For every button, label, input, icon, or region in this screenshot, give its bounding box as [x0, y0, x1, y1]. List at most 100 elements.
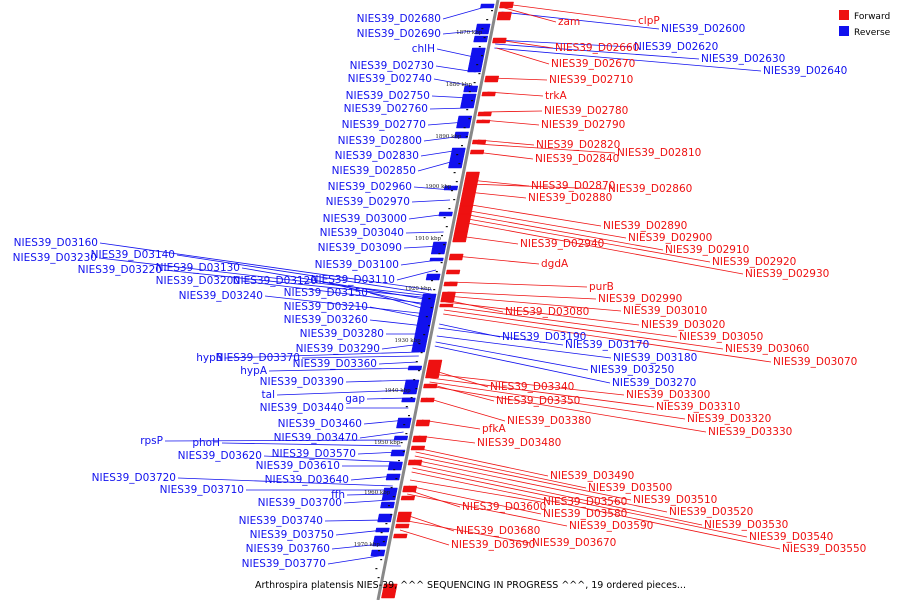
reverse-gene-label-nies39-d03470[interactable]: NIES39_D03470	[274, 432, 358, 444]
reverse-gene-label-nies39-d03460[interactable]: NIES39_D03460	[278, 418, 362, 430]
reverse-gene-label-nies39-d03360[interactable]: NIES39_D03360	[293, 358, 377, 370]
reverse-gene-label-nies39-d03290[interactable]: NIES39_D03290	[296, 343, 380, 355]
forward-gene-label-nies39-d03560[interactable]: NIES39_D03560	[543, 496, 627, 508]
reverse-gene-label-nies39-d02630[interactable]: NIES39_D02630	[701, 53, 785, 65]
reverse-gene-label-nies39-d02620[interactable]: NIES39_D02620	[634, 41, 718, 53]
reverse-gene-label-nies39-d03220[interactable]: NIES39_D03220	[78, 264, 162, 276]
forward-gene-label-nies39-d03080[interactable]: NIES39_D03080	[505, 306, 589, 318]
reverse-gene-label-nies39-d02850[interactable]: NIES39_D02850	[332, 165, 416, 177]
reverse-gene-label-nies39-d02760[interactable]: NIES39_D02760	[344, 103, 428, 115]
reverse-gene-label-nies39-d03750[interactable]: NIES39_D03750	[250, 529, 334, 541]
reverse-gene-label-nies39-d02770[interactable]: NIES39_D02770	[342, 119, 426, 131]
forward-gene-label-nies39-d03690[interactable]: NIES39_D03690	[451, 539, 535, 551]
reverse-gene-label-ffh[interactable]: ffh	[331, 489, 345, 501]
forward-gene-label-nies39-d03350[interactable]: NIES39_D03350	[496, 395, 580, 407]
forward-gene-label-nies39-d03480[interactable]: NIES39_D03480	[477, 437, 561, 449]
reverse-gene-label-hypa[interactable]: hypA	[240, 365, 268, 377]
reverse-gene-label-nies39-d03130[interactable]: NIES39_D03130	[156, 262, 240, 274]
forward-gene-label-nies39-d03490[interactable]: NIES39_D03490	[550, 470, 634, 482]
reverse-gene-label-nies39-d02750[interactable]: NIES39_D02750	[346, 90, 430, 102]
forward-gene-label-nies39-d03320[interactable]: NIES39_D03320	[687, 413, 771, 425]
reverse-gene-label-nies39-d03620[interactable]: NIES39_D03620	[178, 450, 262, 462]
forward-gene-label-nies39-d03580[interactable]: NIES39_D03580	[543, 508, 627, 520]
reverse-gene-label-rpsp[interactable]: rpsP	[140, 435, 163, 447]
reverse-gene-label-nies39-d03270[interactable]: NIES39_D03270	[612, 377, 696, 389]
forward-gene-label-nies39-d02710[interactable]: NIES39_D02710	[549, 74, 633, 86]
forward-gene-label-nies39-d03010[interactable]: NIES39_D03010	[623, 305, 707, 317]
forward-gene-label-nies39-d02880[interactable]: NIES39_D02880	[528, 192, 612, 204]
forward-gene-label-nies39-d02940[interactable]: NIES39_D02940	[520, 238, 604, 250]
reverse-gene-label-nies39-d03200[interactable]: NIES39_D03200	[156, 275, 240, 287]
reverse-gene-label-tal[interactable]: tal	[262, 389, 275, 401]
reverse-gene-label-nies39-d02690[interactable]: NIES39_D02690	[357, 28, 441, 40]
reverse-gene-label-nies39-d03440[interactable]: NIES39_D03440	[260, 402, 344, 414]
reverse-gene-label-nies39-d03100[interactable]: NIES39_D03100	[315, 259, 399, 271]
reverse-gene-label-nies39-d03140[interactable]: NIES39_D03140	[91, 249, 175, 261]
forward-gene-label-nies39-d02790[interactable]: NIES39_D02790	[541, 119, 625, 131]
forward-gene-label-nies39-d03300[interactable]: NIES39_D03300	[626, 389, 710, 401]
forward-gene-label-nies39-d02920[interactable]: NIES39_D02920	[712, 256, 796, 268]
reverse-gene-label-nies39-d03370[interactable]: NIES39_D03370	[216, 352, 300, 364]
reverse-gene-label-nies39-d02830[interactable]: NIES39_D02830	[335, 150, 419, 162]
forward-gene-label-nies39-d03550[interactable]: NIES39_D03550	[782, 543, 866, 555]
forward-gene-label-nies39-d03060[interactable]: NIES39_D03060	[725, 343, 809, 355]
reverse-gene-label-nies39-d03240[interactable]: NIES39_D03240	[179, 290, 263, 302]
forward-gene-label-nies39-d03590[interactable]: NIES39_D03590	[569, 520, 653, 532]
forward-gene-label-nies39-d02910[interactable]: NIES39_D02910	[665, 244, 749, 256]
reverse-gene-label-nies39-d03570[interactable]: NIES39_D03570	[272, 448, 356, 460]
reverse-gene-label-chlh[interactable]: chlH	[412, 43, 435, 55]
forward-gene-label-nies39-d03330[interactable]: NIES39_D03330	[708, 426, 792, 438]
reverse-gene-label-nies39-d02640[interactable]: NIES39_D02640	[763, 65, 847, 77]
reverse-gene-label-nies39-d03000[interactable]: NIES39_D03000	[323, 213, 407, 225]
forward-gene-label-nies39-d03520[interactable]: NIES39_D03520	[669, 506, 753, 518]
forward-gene-label-nies39-d03510[interactable]: NIES39_D03510	[633, 494, 717, 506]
reverse-gene-label-nies39-d02600[interactable]: NIES39_D02600	[661, 23, 745, 35]
forward-gene-label-dgda[interactable]: dgdA	[541, 258, 569, 270]
forward-gene-label-nies39-d02660[interactable]: NIES39_D02660	[555, 42, 639, 54]
reverse-gene-label-nies39-d02730[interactable]: NIES39_D02730	[350, 60, 434, 72]
forward-gene-label-nies39-d02930[interactable]: NIES39_D02930	[745, 268, 829, 280]
reverse-gene-label-nies39-d03040[interactable]: NIES39_D03040	[320, 227, 404, 239]
reverse-gene-label-nies39-d03180[interactable]: NIES39_D03180	[613, 352, 697, 364]
reverse-gene-label-nies39-d03770[interactable]: NIES39_D03770	[242, 558, 326, 570]
reverse-gene-label-nies39-d03250[interactable]: NIES39_D03250	[590, 364, 674, 376]
forward-gene-label-nies39-d03380[interactable]: NIES39_D03380	[507, 415, 591, 427]
forward-gene-label-nies39-d02810[interactable]: NIES39_D02810	[617, 147, 701, 159]
forward-gene-label-nies39-d03500[interactable]: NIES39_D03500	[588, 482, 672, 494]
reverse-gene-label-nies39-d02800[interactable]: NIES39_D02800	[338, 135, 422, 147]
forward-gene-label-nies39-d02870[interactable]: NIES39_D02870	[531, 180, 615, 192]
forward-gene-label-trka[interactable]: trkA	[545, 90, 568, 102]
forward-gene-label-zam[interactable]: zam	[558, 16, 580, 28]
forward-gene-label-nies39-d03050[interactable]: NIES39_D03050	[679, 331, 763, 343]
forward-gene-label-nies39-d03070[interactable]: NIES39_D03070	[773, 356, 857, 368]
forward-gene-label-nies39-d02900[interactable]: NIES39_D02900	[628, 232, 712, 244]
forward-gene-label-clpp[interactable]: clpP	[638, 15, 660, 27]
reverse-gene-label-nies39-d03160[interactable]: NIES39_D03160	[14, 237, 98, 249]
forward-gene-label-nies39-d02840[interactable]: NIES39_D02840	[535, 153, 619, 165]
forward-gene-label-nies39-d02890[interactable]: NIES39_D02890	[603, 220, 687, 232]
reverse-gene-label-phoh[interactable]: phoH	[192, 437, 220, 449]
forward-gene-label-nies39-d02860[interactable]: NIES39_D02860	[608, 183, 692, 195]
reverse-gene-label-nies39-d03120[interactable]: NIES39_D03120	[233, 275, 317, 287]
forward-gene-label-nies39-d03020[interactable]: NIES39_D03020	[641, 319, 725, 331]
reverse-gene-label-nies39-d03640[interactable]: NIES39_D03640	[265, 474, 349, 486]
forward-gene-label-nies39-d03530[interactable]: NIES39_D03530	[704, 519, 788, 531]
reverse-gene-label-nies39-d03150[interactable]: NIES39_D03150	[284, 287, 368, 299]
reverse-gene-label-nies39-d03090[interactable]: NIES39_D03090	[318, 242, 402, 254]
forward-gene-label-nies39-d02820[interactable]: NIES39_D02820	[536, 139, 620, 151]
reverse-gene-label-gap[interactable]: gap	[345, 393, 365, 405]
forward-gene-label-nies39-d03670[interactable]: NIES39_D03670	[532, 537, 616, 549]
reverse-gene-label-nies39-d03210[interactable]: NIES39_D03210	[284, 301, 368, 313]
reverse-gene-label-nies39-d03390[interactable]: NIES39_D03390	[260, 376, 344, 388]
forward-gene-label-nies39-d03540[interactable]: NIES39_D03540	[749, 531, 833, 543]
forward-gene-label-pfka[interactable]: pfkA	[482, 423, 506, 435]
reverse-gene-label-nies39-d02970[interactable]: NIES39_D02970	[326, 196, 410, 208]
forward-gene-label-nies39-d03600[interactable]: NIES39_D03600	[462, 501, 546, 513]
forward-gene-label-nies39-d03310[interactable]: NIES39_D03310	[656, 401, 740, 413]
forward-gene-label-nies39-d02990[interactable]: NIES39_D02990	[598, 293, 682, 305]
reverse-gene-label-nies39-d03170[interactable]: NIES39_D03170	[565, 339, 649, 351]
reverse-gene-label-nies39-d03710[interactable]: NIES39_D03710	[160, 484, 244, 496]
reverse-gene-label-nies39-d03740[interactable]: NIES39_D03740	[239, 515, 323, 527]
reverse-gene-label-hypb[interactable]: hypB	[196, 352, 223, 364]
reverse-gene-label-nies39-d03280[interactable]: NIES39_D03280	[300, 328, 384, 340]
